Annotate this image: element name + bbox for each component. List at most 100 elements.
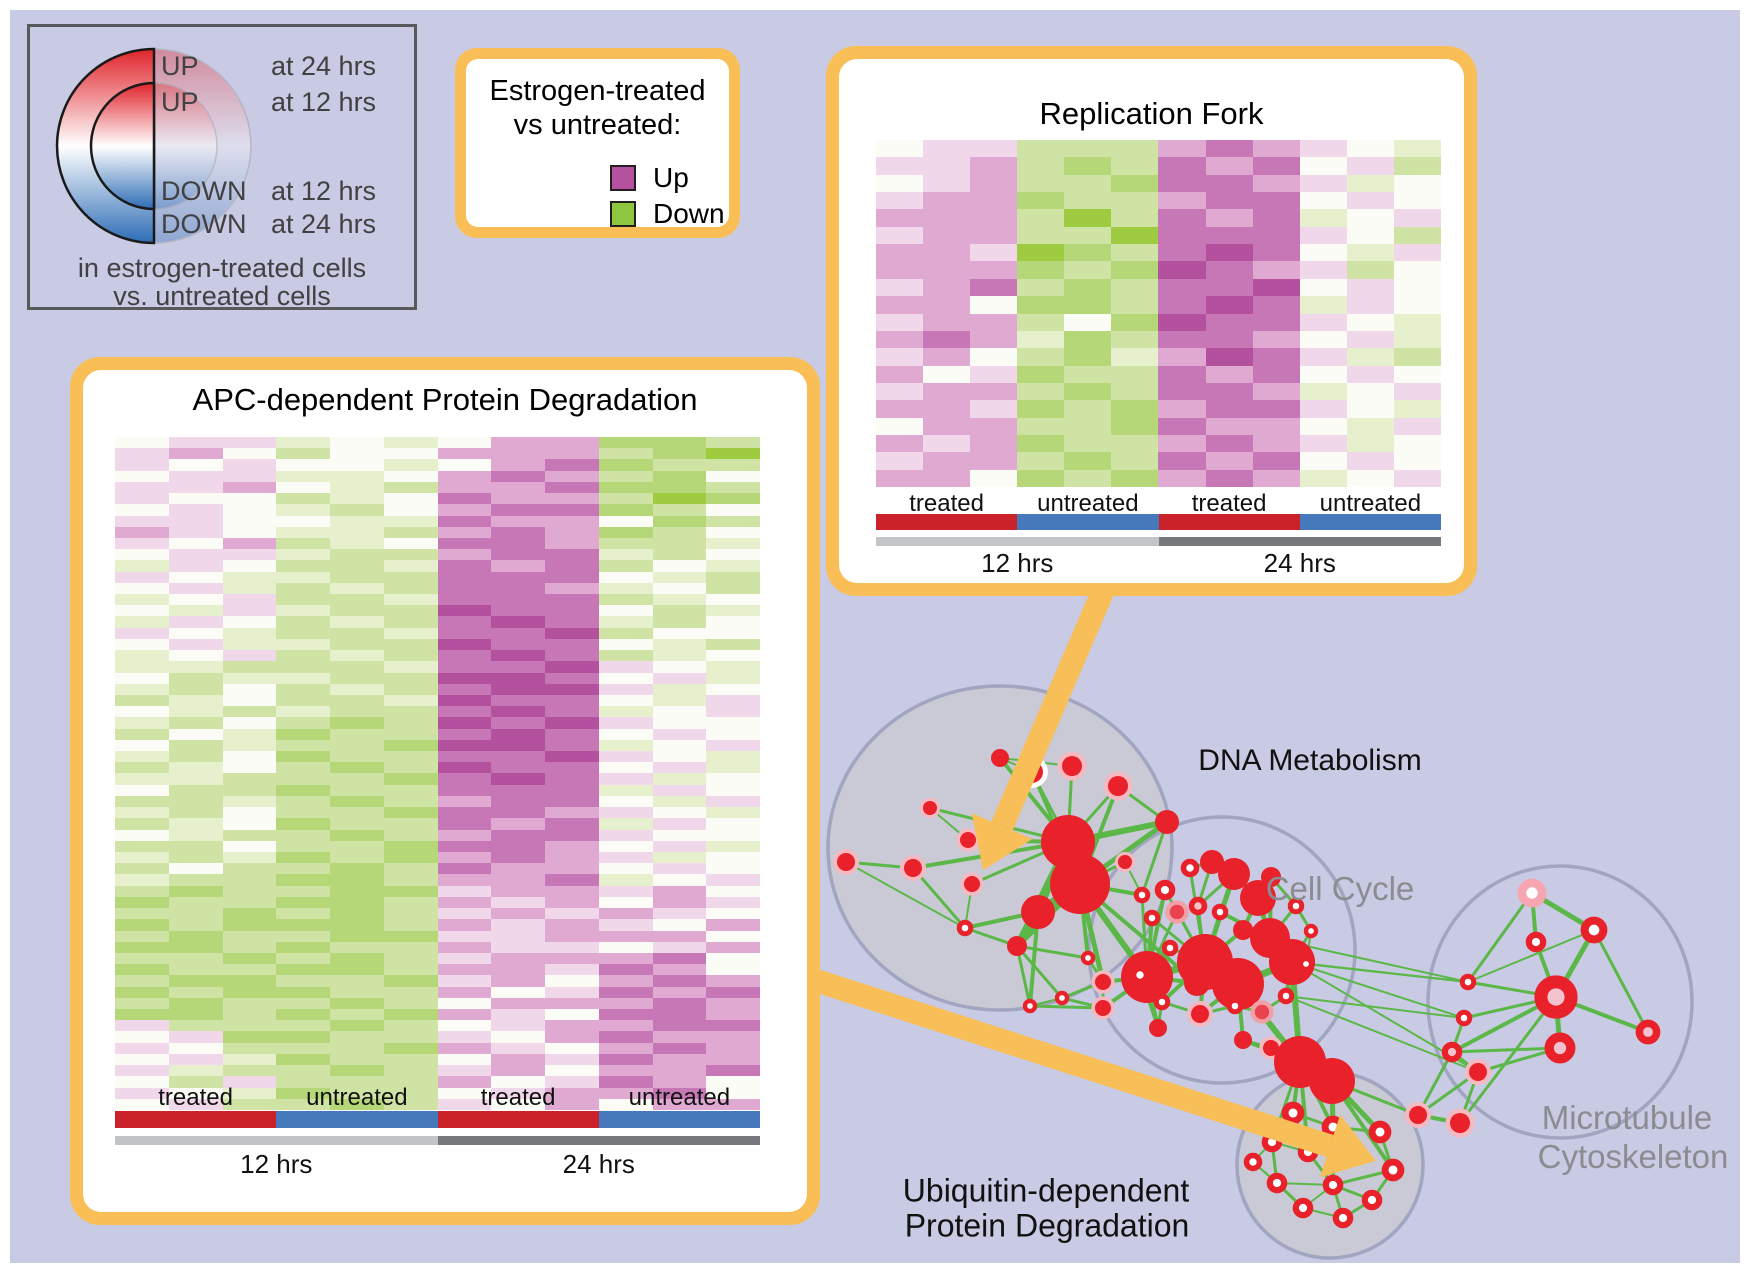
heatmap-cell xyxy=(598,1020,653,1032)
heatmap-cell xyxy=(970,209,1018,227)
network-node-d xyxy=(1161,939,1179,957)
heatmap-cell xyxy=(1111,330,1159,349)
heatmap-cell xyxy=(652,863,707,875)
heatmap-cell xyxy=(437,773,492,785)
heatmap-cell xyxy=(1017,157,1065,175)
heatmap-cell xyxy=(437,1042,492,1054)
heatmap-cell xyxy=(598,638,653,651)
heatmap-cell xyxy=(276,885,330,897)
heatmap-cell xyxy=(168,526,223,538)
heatmap-cell xyxy=(437,470,492,482)
heatmap-cell xyxy=(115,863,169,875)
heatmap-cell xyxy=(276,549,330,561)
heatmap-cell xyxy=(1346,452,1394,470)
heatmap-cell xyxy=(1158,348,1206,366)
heatmap-cell xyxy=(115,1042,169,1054)
heatmap-cell xyxy=(598,919,653,931)
heatmap-cell xyxy=(222,863,277,875)
heatmap-cell xyxy=(437,706,492,718)
heatmap-cell xyxy=(115,975,169,987)
heatmap-cell xyxy=(437,717,492,729)
heatmap-cell xyxy=(545,762,599,774)
heatmap-cell xyxy=(437,582,492,595)
heatmap-cell xyxy=(970,469,1018,487)
apc-heatmap xyxy=(115,437,760,1110)
heatmap-cell xyxy=(330,773,384,785)
heatmap-cell xyxy=(437,459,492,471)
heatmap-cell xyxy=(222,459,277,471)
heatmap-cell xyxy=(652,885,707,897)
heatmap-cell xyxy=(168,537,223,550)
heatmap-cell xyxy=(598,997,653,1010)
heatmap-cell xyxy=(383,829,438,841)
heatmap-cell xyxy=(115,773,169,785)
time-label: 12 hrs xyxy=(240,1149,313,1179)
heatmap-cell xyxy=(876,244,924,262)
heatmap-cell xyxy=(115,605,169,617)
heatmap-cell xyxy=(491,493,545,505)
heatmap-cell xyxy=(491,549,545,561)
heatmap-cell xyxy=(491,448,545,460)
heatmap-cell xyxy=(923,174,971,193)
group-label: untreated xyxy=(306,1084,408,1111)
heatmap-cell xyxy=(598,762,653,774)
heatmap-cell xyxy=(876,157,924,175)
heatmap-cell xyxy=(706,1020,760,1032)
heatmap-cell xyxy=(330,975,384,987)
network-node-d xyxy=(1143,909,1161,927)
heatmap-cell xyxy=(545,1087,599,1099)
heatmap-cell xyxy=(598,504,653,516)
heatmap-cell xyxy=(222,638,277,651)
hrs12-bar-segment xyxy=(115,1136,438,1145)
heatmap-cell xyxy=(1111,382,1159,401)
heatmap-cell xyxy=(276,694,330,707)
heatmap-cell xyxy=(168,863,223,875)
heatmap-cell xyxy=(383,751,438,763)
heatmap-cell xyxy=(1205,261,1253,279)
heatmap-cell xyxy=(491,885,545,897)
heatmap-cell xyxy=(383,1087,438,1099)
heatmap-cell xyxy=(1346,434,1394,453)
network-node-s xyxy=(1149,1019,1167,1037)
heatmap-cell xyxy=(491,852,545,864)
heatmap-cell xyxy=(491,672,545,684)
heatmap-cell xyxy=(222,1009,277,1021)
heatmap-cell xyxy=(970,296,1018,314)
untreated-bar-segment xyxy=(1299,514,1441,530)
heatmap-cell xyxy=(545,459,599,471)
heatmap-cell xyxy=(491,863,545,875)
heatmap-cell xyxy=(706,818,760,830)
heatmap-cell xyxy=(168,1087,223,1099)
heatmap-cell xyxy=(1064,365,1112,383)
heatmap-cell xyxy=(222,493,277,505)
annotation-arrow xyxy=(971,551,1129,871)
heatmap-cell xyxy=(115,706,169,718)
heatmap-cell xyxy=(1064,469,1112,487)
heatmap-cell xyxy=(1299,313,1347,331)
heatmap-cell xyxy=(222,986,277,998)
heatmap-cell xyxy=(1111,313,1159,331)
heatmap-cell xyxy=(598,694,653,707)
heatmap-cell xyxy=(222,941,277,953)
heatmap-cell xyxy=(276,930,330,942)
heatmap-cell xyxy=(652,964,707,976)
heatmap-cell xyxy=(1158,382,1206,401)
heatmap-cell xyxy=(222,952,277,965)
heatmap-cell xyxy=(970,417,1018,435)
apc-treatment-bar xyxy=(115,1111,760,1128)
heatmap-cell xyxy=(1111,348,1159,366)
heatmap-cell xyxy=(491,739,545,752)
heatmap-cell xyxy=(1111,365,1159,383)
heatmap-cell xyxy=(491,459,545,471)
heatmap-cell xyxy=(1346,244,1394,262)
heatmap-cell xyxy=(222,840,277,853)
heatmap-cell xyxy=(545,997,599,1010)
heatmap-cell xyxy=(437,795,492,808)
heatmap-cell xyxy=(545,863,599,875)
heatmap-cell xyxy=(383,650,438,662)
heatmap-cell xyxy=(1346,209,1394,227)
heatmap-cell xyxy=(383,919,438,931)
heatmap-cell xyxy=(115,1065,169,1077)
heatmap-cell xyxy=(545,952,599,965)
heatmap-cell xyxy=(706,840,760,853)
